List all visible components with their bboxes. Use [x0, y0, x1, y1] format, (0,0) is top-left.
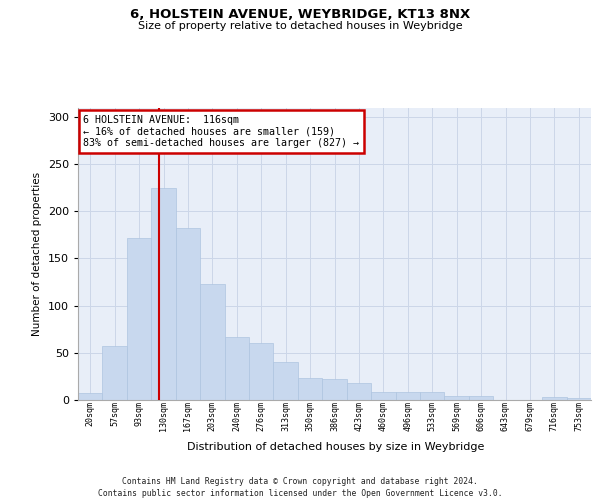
- Bar: [176, 228, 200, 400]
- Bar: [395, 392, 420, 400]
- Bar: [420, 392, 445, 400]
- Text: Distribution of detached houses by size in Weybridge: Distribution of detached houses by size …: [187, 442, 485, 452]
- Bar: [151, 188, 176, 400]
- Bar: [298, 378, 322, 400]
- Bar: [347, 383, 371, 400]
- Bar: [274, 362, 298, 400]
- Bar: [566, 398, 591, 400]
- Text: Contains public sector information licensed under the Open Government Licence v3: Contains public sector information licen…: [98, 489, 502, 498]
- Bar: [249, 344, 274, 400]
- Y-axis label: Number of detached properties: Number of detached properties: [32, 172, 42, 336]
- Bar: [103, 346, 127, 400]
- Text: Size of property relative to detached houses in Weybridge: Size of property relative to detached ho…: [137, 21, 463, 31]
- Bar: [371, 392, 395, 400]
- Text: Contains HM Land Registry data © Crown copyright and database right 2024.: Contains HM Land Registry data © Crown c…: [122, 478, 478, 486]
- Bar: [200, 284, 224, 400]
- Bar: [469, 396, 493, 400]
- Bar: [224, 337, 249, 400]
- Text: 6, HOLSTEIN AVENUE, WEYBRIDGE, KT13 8NX: 6, HOLSTEIN AVENUE, WEYBRIDGE, KT13 8NX: [130, 8, 470, 20]
- Bar: [322, 379, 347, 400]
- Bar: [127, 238, 151, 400]
- Bar: [78, 394, 103, 400]
- Bar: [445, 396, 469, 400]
- Text: 6 HOLSTEIN AVENUE:  116sqm
← 16% of detached houses are smaller (159)
83% of sem: 6 HOLSTEIN AVENUE: 116sqm ← 16% of detac…: [83, 115, 359, 148]
- Bar: [542, 397, 566, 400]
